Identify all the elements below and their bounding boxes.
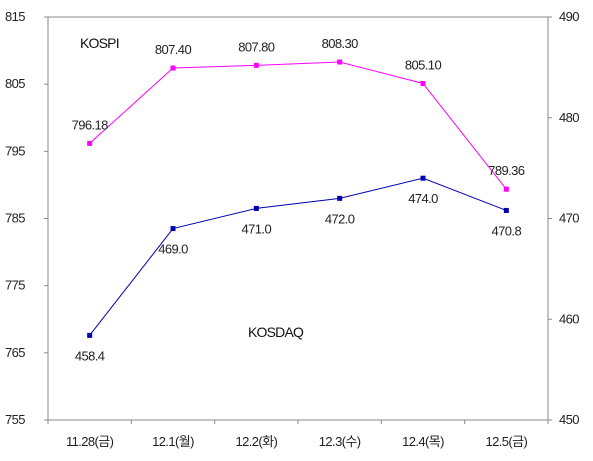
- data-label-kosdaq: 471.0: [242, 221, 272, 236]
- plot-area: [47, 16, 549, 421]
- data-label-kosdaq: 470.8: [492, 223, 522, 238]
- series-layer: 796.18 807.40 807.80 808.30 805.10 789.36 458.…: [72, 36, 526, 363]
- data-label-kosdaq: 472.0: [325, 211, 355, 226]
- x-tick-label: 12.2(화): [235, 434, 277, 449]
- x-tick-label: 12.3(수): [319, 434, 361, 449]
- data-point-kosdaq: [337, 195, 343, 201]
- left-tick-label: 785: [5, 211, 25, 226]
- x-tick-label: 11.28(금): [66, 434, 114, 449]
- left-axis: 755 765 775 785 795 805 815: [5, 9, 48, 427]
- right-tick-label: 490: [559, 9, 579, 24]
- right-tick-label: 480: [559, 110, 579, 125]
- data-label-kospi: 807.40: [155, 42, 192, 57]
- data-point-kosdaq: [87, 332, 93, 338]
- data-point-kosdaq: [503, 207, 509, 213]
- data-point-kospi: [253, 62, 259, 68]
- right-tick-label: 450: [559, 412, 579, 427]
- data-label-kosdaq: 474.0: [408, 191, 438, 206]
- left-tick-label: 755: [5, 412, 25, 427]
- left-tick-label: 805: [5, 76, 25, 91]
- data-label-kospi: 805.10: [405, 57, 442, 72]
- data-label-kospi: 796.18: [72, 117, 109, 132]
- data-label-kospi: 789.36: [488, 163, 525, 178]
- data-label-kosdaq: 458.4: [75, 348, 105, 363]
- x-tick-label: 12.5(금): [485, 434, 527, 449]
- x-axis: 11.28(금) 12.1(월) 12.2(화) 12.3(수) 12.4(목) 12.5…: [47, 420, 549, 449]
- right-tick-label: 470: [559, 211, 579, 226]
- data-label-kospi: 808.30: [322, 36, 359, 51]
- data-point-kospi: [170, 65, 176, 71]
- left-tick-label: 775: [5, 278, 25, 293]
- x-tick-label: 12.4(목): [402, 434, 444, 449]
- data-point-kosdaq: [170, 226, 176, 232]
- data-label-kosdaq: 469.0: [158, 242, 188, 257]
- data-point-kospi: [420, 80, 426, 86]
- data-point-kosdaq: [420, 175, 426, 181]
- series-line-kosdaq: [89, 177, 507, 336]
- series-name-kospi: KOSPI: [80, 35, 119, 51]
- left-tick-label: 795: [5, 143, 25, 158]
- data-point-kospi: [87, 140, 93, 146]
- series-name-kosdaq: KOSDAQ: [248, 324, 304, 340]
- left-tick-label: 815: [5, 9, 25, 24]
- x-tick-label: 12.1(월): [152, 434, 194, 449]
- left-tick-label: 765: [5, 345, 25, 360]
- data-point-kospi: [337, 59, 343, 65]
- series-line-kospi: [89, 61, 507, 190]
- data-label-kospi: 807.80: [238, 39, 275, 54]
- right-tick-label: 460: [559, 311, 579, 326]
- data-point-kosdaq: [253, 205, 259, 211]
- data-point-kospi: [503, 186, 509, 192]
- right-axis: 450 460 470 480 490: [548, 9, 580, 427]
